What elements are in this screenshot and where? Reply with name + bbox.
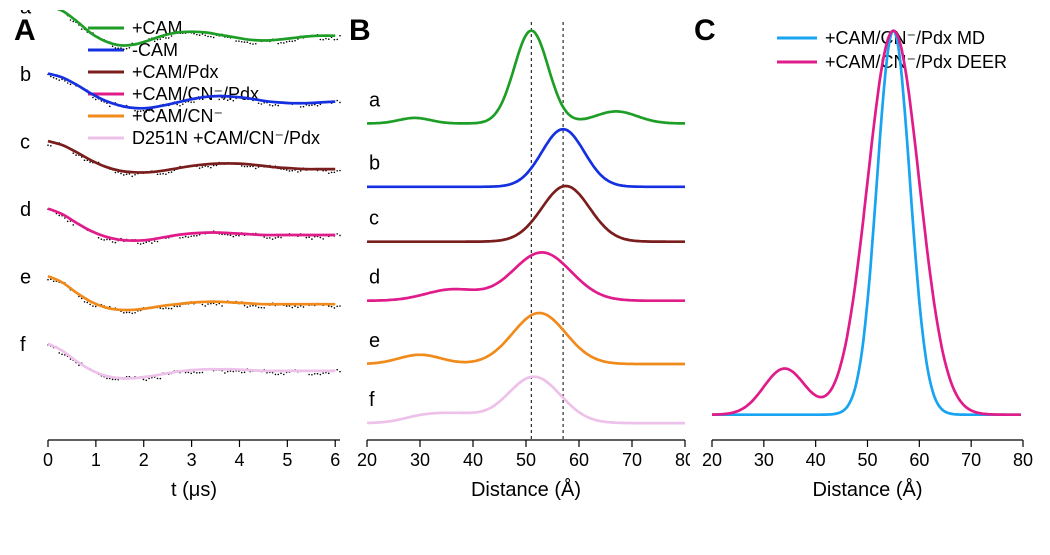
svg-text:3: 3 [187, 450, 197, 470]
svg-text:+CAM/CN⁻/Pdx DEER: +CAM/CN⁻/Pdx DEER [825, 52, 1007, 72]
svg-text:b: b [369, 153, 380, 175]
svg-text:f: f [369, 389, 375, 411]
svg-text:D251N +CAM/CN⁻/Pdx: D251N +CAM/CN⁻/Pdx [132, 128, 320, 148]
svg-text:f: f [20, 334, 26, 356]
svg-text:50: 50 [857, 450, 877, 470]
figure: A+CAM-CAM+CAM/Pdx+CAM/CN⁻/Pdx+CAM/CN⁻D25… [10, 10, 1040, 545]
svg-text:a: a [20, 10, 32, 19]
svg-text:+CAM: +CAM [132, 18, 183, 38]
svg-text:A: A [14, 14, 36, 47]
svg-text:e: e [369, 330, 380, 352]
svg-text:30: 30 [410, 450, 430, 470]
svg-text:70: 70 [622, 450, 642, 470]
svg-text:0: 0 [43, 450, 53, 470]
svg-text:+CAM/CN⁻/Pdx MD: +CAM/CN⁻/Pdx MD [825, 28, 985, 48]
panel-b: Ba b c d e f 20 30 40 50 60 70 80 Distance (Å) [345, 10, 690, 545]
svg-text:70: 70 [961, 450, 981, 470]
svg-text:a: a [369, 89, 381, 111]
svg-text:80: 80 [1013, 450, 1033, 470]
svg-text:6: 6 [330, 450, 340, 470]
svg-text:d: d [369, 267, 380, 289]
svg-text:40: 40 [463, 450, 483, 470]
svg-text:t (μs): t (μs) [171, 479, 217, 501]
svg-text:Distance (Å): Distance (Å) [812, 478, 922, 501]
svg-text:+CAM/Pdx: +CAM/Pdx [132, 62, 219, 82]
svg-text:50: 50 [516, 450, 536, 470]
svg-text:1: 1 [91, 450, 101, 470]
svg-text:+CAM/CN⁻/Pdx: +CAM/CN⁻/Pdx [132, 84, 259, 104]
svg-text:d: d [20, 199, 31, 221]
svg-text:60: 60 [569, 450, 589, 470]
svg-text:e: e [20, 267, 31, 289]
svg-text:c: c [369, 208, 379, 230]
svg-text:C: C [694, 14, 716, 47]
svg-text:4: 4 [234, 450, 244, 470]
svg-text:20: 20 [702, 450, 722, 470]
panel-c: C +CAM/CN⁻/Pdx MD +CAM/CN⁻/Pdx DEER 20 30 40 5… [690, 10, 1035, 545]
svg-text:B: B [349, 14, 371, 47]
svg-text:20: 20 [357, 450, 377, 470]
svg-text:Distance (Å): Distance (Å) [471, 478, 581, 501]
svg-text:c: c [20, 132, 30, 154]
svg-text:b: b [20, 64, 31, 86]
svg-text:30: 30 [754, 450, 774, 470]
svg-text:2: 2 [139, 450, 149, 470]
svg-text:5: 5 [282, 450, 292, 470]
svg-text:80: 80 [675, 450, 690, 470]
svg-text:60: 60 [909, 450, 929, 470]
svg-text:40: 40 [806, 450, 826, 470]
panel-a: A+CAM-CAM+CAM/Pdx+CAM/CN⁻/Pdx+CAM/CN⁻D25… [10, 10, 345, 545]
